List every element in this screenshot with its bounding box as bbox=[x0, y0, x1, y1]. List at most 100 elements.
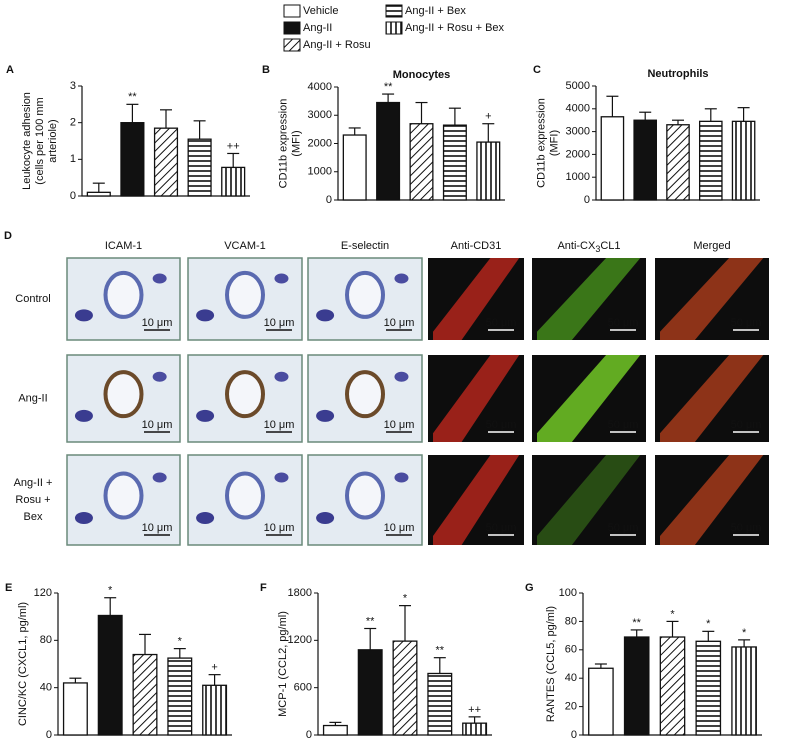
column-header-text: VCAM-1 bbox=[224, 240, 266, 252]
nucleus bbox=[152, 472, 167, 483]
bar bbox=[588, 667, 614, 736]
bar bbox=[633, 119, 658, 201]
significance-mark: * bbox=[706, 618, 711, 630]
scale-bar-label: 10 μm bbox=[264, 419, 295, 431]
nucleus bbox=[394, 273, 409, 284]
significance-mark: ** bbox=[366, 615, 375, 627]
y-tick-label: 80 bbox=[565, 615, 577, 627]
y-tick-label: 20 bbox=[565, 701, 577, 713]
y-tick-label: 1000 bbox=[308, 166, 332, 178]
bar bbox=[600, 116, 625, 201]
bar bbox=[409, 123, 434, 201]
y-tick-label: 600 bbox=[294, 682, 312, 694]
bar bbox=[342, 134, 367, 201]
row-label: Rosu + bbox=[15, 494, 50, 506]
scale-bar-label: 10 μm bbox=[142, 419, 173, 431]
vessel-signal bbox=[537, 258, 641, 340]
column-header-tail: CL1 bbox=[600, 240, 620, 252]
bar bbox=[376, 101, 401, 201]
vessel-signal bbox=[537, 455, 641, 545]
bar bbox=[392, 640, 418, 736]
vessel bbox=[345, 370, 385, 419]
y-tick-label: 0 bbox=[326, 194, 332, 206]
scale-bar-label: 50 μm bbox=[731, 419, 762, 431]
vessel-signal bbox=[660, 355, 764, 442]
nucleus bbox=[74, 309, 93, 322]
significance-mark: ++ bbox=[227, 140, 240, 152]
scale-bar-label: 10 μm bbox=[384, 317, 415, 329]
chart-title: Monocytes bbox=[393, 69, 450, 81]
bar bbox=[666, 124, 690, 201]
scale-bar-label: 10 μm bbox=[142, 317, 173, 329]
bar bbox=[695, 640, 722, 736]
vessel bbox=[103, 471, 144, 520]
y-tick-label: 0 bbox=[571, 729, 577, 741]
nucleus bbox=[394, 472, 409, 483]
y-tick-label: 0 bbox=[584, 194, 590, 206]
bar bbox=[202, 684, 228, 736]
y-tick-label: 1800 bbox=[288, 587, 312, 599]
y-tick-label: 0 bbox=[306, 729, 312, 741]
nucleus bbox=[274, 371, 289, 382]
column-header: Anti-CX3CL1 bbox=[557, 240, 620, 254]
vessel bbox=[225, 471, 265, 520]
y-tick-label: 2000 bbox=[566, 148, 590, 160]
legend-label: Ang-II + Bex bbox=[405, 5, 466, 17]
y-tick-label: 0 bbox=[46, 729, 52, 741]
legend-swatch bbox=[385, 4, 403, 18]
y-tick-label: 3000 bbox=[308, 109, 332, 121]
significance-mark: * bbox=[742, 627, 747, 639]
nucleus bbox=[316, 409, 335, 422]
column-header: ICAM-1 bbox=[105, 240, 142, 252]
column-header-text: Merged bbox=[693, 240, 730, 252]
scale-bar-label: 50 μm bbox=[608, 317, 639, 329]
y-tick-label: 5000 bbox=[566, 80, 590, 92]
significance-mark: + bbox=[211, 662, 217, 674]
bar bbox=[153, 127, 179, 197]
y-tick-label: 60 bbox=[565, 644, 577, 656]
nucleus bbox=[152, 273, 167, 284]
column-header-text: ICAM-1 bbox=[105, 240, 142, 252]
vessel-signal bbox=[660, 455, 764, 545]
nucleus bbox=[196, 512, 215, 524]
y-tick-label: 1200 bbox=[288, 634, 312, 646]
scale-bar-label: 50 μm bbox=[608, 419, 639, 431]
legend-label: Ang-II bbox=[303, 22, 332, 34]
significance-mark: ** bbox=[128, 91, 137, 103]
column-header: VCAM-1 bbox=[224, 240, 266, 252]
scale-bar-label: 50 μm bbox=[486, 317, 517, 329]
significance-mark: ** bbox=[436, 645, 445, 657]
row-label: Bex bbox=[24, 511, 43, 523]
y-tick-label: 80 bbox=[40, 634, 52, 646]
bar bbox=[120, 122, 145, 197]
panel-label: E bbox=[5, 582, 12, 594]
significance-mark: ** bbox=[632, 617, 641, 629]
row-label: Ang-II bbox=[18, 392, 47, 404]
y-axis-label: (MFI) bbox=[548, 130, 560, 156]
bar bbox=[659, 636, 686, 736]
y-tick-label: 1000 bbox=[566, 171, 590, 183]
bar bbox=[187, 138, 212, 197]
row-label: Ang-II + bbox=[14, 477, 53, 489]
significance-mark: * bbox=[670, 608, 675, 620]
panel-label: F bbox=[260, 582, 267, 594]
scale-bar-label: 10 μm bbox=[264, 317, 295, 329]
nucleus bbox=[196, 409, 215, 422]
nucleus bbox=[196, 309, 215, 322]
nucleus bbox=[316, 309, 335, 322]
y-axis-label: CD11b expression bbox=[277, 99, 289, 189]
column-header-text: E-selectin bbox=[341, 240, 389, 252]
column-header-sub: 3 bbox=[595, 244, 600, 254]
y-axis-label: (cells per 100 mm bbox=[34, 97, 46, 184]
scale-bar-label: 50 μm bbox=[486, 419, 517, 431]
y-axis-label: RANTES (CCL5, pg/ml) bbox=[545, 606, 557, 722]
scale-bar-label: 10 μm bbox=[384, 522, 415, 534]
y-axis-label: CINC/KC (CXCL1, pg/ml) bbox=[17, 602, 29, 726]
micrograph bbox=[532, 455, 646, 545]
legend-swatch bbox=[283, 38, 301, 52]
bar bbox=[476, 141, 501, 201]
significance-mark: ** bbox=[384, 81, 393, 93]
y-tick-label: 1 bbox=[70, 153, 76, 165]
bar bbox=[221, 166, 246, 197]
